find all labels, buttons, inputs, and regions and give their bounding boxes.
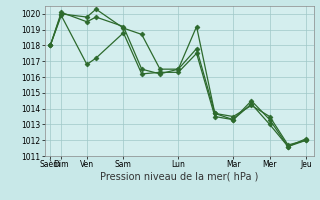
X-axis label: Pression niveau de la mer( hPa ): Pression niveau de la mer( hPa ) — [100, 172, 258, 182]
